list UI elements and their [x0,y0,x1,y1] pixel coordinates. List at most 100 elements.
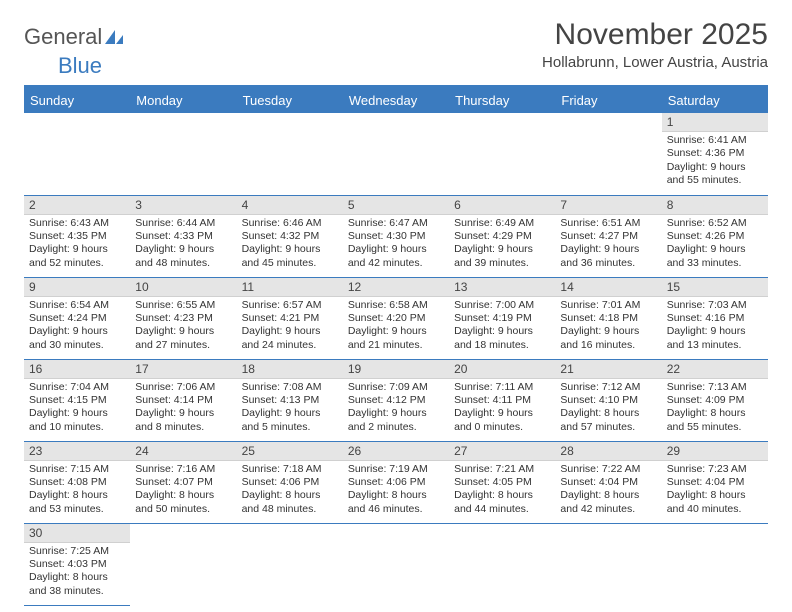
day-content: Sunrise: 7:01 AMSunset: 4:18 PMDaylight:… [555,297,661,356]
day-number: 4 [237,196,343,215]
calendar-cell: 16Sunrise: 7:04 AMSunset: 4:15 PMDayligh… [24,359,130,441]
day-number: 24 [130,442,236,461]
day-content: Sunrise: 6:51 AMSunset: 4:27 PMDaylight:… [555,215,661,274]
calendar-cell [555,113,661,195]
calendar-cell: 2Sunrise: 6:43 AMSunset: 4:35 PMDaylight… [24,195,130,277]
day-content: Sunrise: 6:41 AMSunset: 4:36 PMDaylight:… [662,132,768,191]
page-title: November 2025 [542,18,768,52]
day-number: 1 [662,113,768,132]
day-number: 19 [343,360,449,379]
day-number: 10 [130,278,236,297]
day-content: Sunrise: 7:03 AMSunset: 4:16 PMDaylight:… [662,297,768,356]
calendar-cell [343,523,449,605]
calendar-cell: 15Sunrise: 7:03 AMSunset: 4:16 PMDayligh… [662,277,768,359]
calendar-cell [237,523,343,605]
day-content: Sunrise: 6:52 AMSunset: 4:26 PMDaylight:… [662,215,768,274]
calendar-cell: 9Sunrise: 6:54 AMSunset: 4:24 PMDaylight… [24,277,130,359]
calendar-row: 23Sunrise: 7:15 AMSunset: 4:08 PMDayligh… [24,441,768,523]
day-content: Sunrise: 6:54 AMSunset: 4:24 PMDaylight:… [24,297,130,356]
calendar-cell: 18Sunrise: 7:08 AMSunset: 4:13 PMDayligh… [237,359,343,441]
calendar-cell [662,523,768,605]
day-number: 14 [555,278,661,297]
calendar-cell: 22Sunrise: 7:13 AMSunset: 4:09 PMDayligh… [662,359,768,441]
day-number: 21 [555,360,661,379]
day-content: Sunrise: 6:58 AMSunset: 4:20 PMDaylight:… [343,297,449,356]
day-content: Sunrise: 6:43 AMSunset: 4:35 PMDaylight:… [24,215,130,274]
day-number: 15 [662,278,768,297]
col-wednesday: Wednesday [343,88,449,113]
col-thursday: Thursday [449,88,555,113]
day-content: Sunrise: 7:04 AMSunset: 4:15 PMDaylight:… [24,379,130,438]
day-number: 18 [237,360,343,379]
day-content: Sunrise: 7:19 AMSunset: 4:06 PMDaylight:… [343,461,449,520]
calendar-cell: 4Sunrise: 6:46 AMSunset: 4:32 PMDaylight… [237,195,343,277]
day-content: Sunrise: 6:46 AMSunset: 4:32 PMDaylight:… [237,215,343,274]
day-content: Sunrise: 7:15 AMSunset: 4:08 PMDaylight:… [24,461,130,520]
calendar-row: 9Sunrise: 6:54 AMSunset: 4:24 PMDaylight… [24,277,768,359]
calendar-cell [555,523,661,605]
day-content: Sunrise: 6:44 AMSunset: 4:33 PMDaylight:… [130,215,236,274]
calendar-cell: 30Sunrise: 7:25 AMSunset: 4:03 PMDayligh… [24,523,130,605]
calendar-cell: 21Sunrise: 7:12 AMSunset: 4:10 PMDayligh… [555,359,661,441]
col-saturday: Saturday [662,88,768,113]
calendar-header-row: Sunday Monday Tuesday Wednesday Thursday… [24,88,768,113]
col-monday: Monday [130,88,236,113]
calendar-body: 1Sunrise: 6:41 AMSunset: 4:36 PMDaylight… [24,113,768,605]
day-content: Sunrise: 6:57 AMSunset: 4:21 PMDaylight:… [237,297,343,356]
day-number: 26 [343,442,449,461]
day-content: Sunrise: 7:25 AMSunset: 4:03 PMDaylight:… [24,543,130,602]
calendar-cell: 10Sunrise: 6:55 AMSunset: 4:23 PMDayligh… [130,277,236,359]
day-number: 13 [449,278,555,297]
day-number: 7 [555,196,661,215]
day-content: Sunrise: 7:22 AMSunset: 4:04 PMDaylight:… [555,461,661,520]
day-content: Sunrise: 7:09 AMSunset: 4:12 PMDaylight:… [343,379,449,438]
day-number: 17 [130,360,236,379]
calendar-cell: 17Sunrise: 7:06 AMSunset: 4:14 PMDayligh… [130,359,236,441]
day-number: 25 [237,442,343,461]
day-number: 5 [343,196,449,215]
day-number: 28 [555,442,661,461]
day-content: Sunrise: 7:16 AMSunset: 4:07 PMDaylight:… [130,461,236,520]
calendar-cell: 26Sunrise: 7:19 AMSunset: 4:06 PMDayligh… [343,441,449,523]
calendar-cell: 25Sunrise: 7:18 AMSunset: 4:06 PMDayligh… [237,441,343,523]
col-friday: Friday [555,88,661,113]
day-content: Sunrise: 7:13 AMSunset: 4:09 PMDaylight:… [662,379,768,438]
sail-icon [103,28,125,46]
day-number: 3 [130,196,236,215]
logo: General [24,24,125,50]
col-sunday: Sunday [24,88,130,113]
day-number: 22 [662,360,768,379]
day-number: 11 [237,278,343,297]
day-content: Sunrise: 7:18 AMSunset: 4:06 PMDaylight:… [237,461,343,520]
day-content: Sunrise: 7:11 AMSunset: 4:11 PMDaylight:… [449,379,555,438]
col-tuesday: Tuesday [237,88,343,113]
calendar-cell [130,113,236,195]
calendar-cell: 13Sunrise: 7:00 AMSunset: 4:19 PMDayligh… [449,277,555,359]
calendar-row: 2Sunrise: 6:43 AMSunset: 4:35 PMDaylight… [24,195,768,277]
day-number: 23 [24,442,130,461]
calendar-cell: 29Sunrise: 7:23 AMSunset: 4:04 PMDayligh… [662,441,768,523]
calendar-cell: 12Sunrise: 6:58 AMSunset: 4:20 PMDayligh… [343,277,449,359]
day-number: 20 [449,360,555,379]
day-number: 6 [449,196,555,215]
calendar-cell: 8Sunrise: 6:52 AMSunset: 4:26 PMDaylight… [662,195,768,277]
calendar-cell: 28Sunrise: 7:22 AMSunset: 4:04 PMDayligh… [555,441,661,523]
day-number: 27 [449,442,555,461]
logo-text-general: General [24,24,102,50]
day-content: Sunrise: 6:49 AMSunset: 4:29 PMDaylight:… [449,215,555,274]
calendar-cell [449,113,555,195]
day-number: 16 [24,360,130,379]
day-content: Sunrise: 7:00 AMSunset: 4:19 PMDaylight:… [449,297,555,356]
calendar-cell: 19Sunrise: 7:09 AMSunset: 4:12 PMDayligh… [343,359,449,441]
logo-text-blue: Blue [58,53,792,79]
calendar-cell: 6Sunrise: 6:49 AMSunset: 4:29 PMDaylight… [449,195,555,277]
calendar-cell: 3Sunrise: 6:44 AMSunset: 4:33 PMDaylight… [130,195,236,277]
day-number: 29 [662,442,768,461]
day-content: Sunrise: 7:06 AMSunset: 4:14 PMDaylight:… [130,379,236,438]
calendar-cell: 11Sunrise: 6:57 AMSunset: 4:21 PMDayligh… [237,277,343,359]
day-content: Sunrise: 6:47 AMSunset: 4:30 PMDaylight:… [343,215,449,274]
calendar-cell [343,113,449,195]
calendar-row: 16Sunrise: 7:04 AMSunset: 4:15 PMDayligh… [24,359,768,441]
calendar-cell: 14Sunrise: 7:01 AMSunset: 4:18 PMDayligh… [555,277,661,359]
calendar-cell: 24Sunrise: 7:16 AMSunset: 4:07 PMDayligh… [130,441,236,523]
